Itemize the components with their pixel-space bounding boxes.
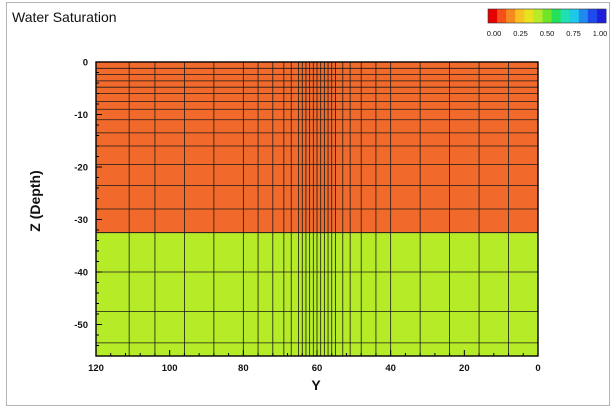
x-axis-label: Y (311, 377, 321, 393)
colorbar-label-4: 1.00 (593, 29, 608, 38)
x-tick-label-2: 80 (238, 363, 249, 374)
colorbar-label-3: 0.75 (566, 29, 581, 38)
y-axis-label: Z (Depth) (27, 170, 43, 231)
colorbar-swatch-8 (560, 9, 571, 23)
colorbar-label-1: 0.25 (513, 29, 528, 38)
colorbar-swatch-12 (596, 9, 607, 23)
colorbar-swatch-3 (515, 9, 525, 23)
colorbar-label-2: 0.50 (540, 29, 555, 38)
colorbar-label-0: 0.00 (487, 29, 502, 38)
colorbar-swatch-6 (542, 9, 552, 23)
chart-title: Water Saturation (12, 9, 117, 25)
colorbar-border (487, 8, 607, 24)
colorbar-swatch-0 (488, 9, 498, 23)
x-tick-label-5: 20 (459, 363, 470, 374)
x-tick-label-4: 40 (385, 363, 396, 374)
y-tick-label-5: -50 (74, 320, 88, 331)
colorbar-legend: 0.00 0.25 0.50 0.75 1.00 (487, 8, 608, 38)
colorbar-swatch-2 (506, 9, 516, 23)
y-tick-label-3: -30 (74, 215, 88, 226)
y-tick-label-4: -40 (74, 268, 88, 279)
x-tick-label-6: 0 (535, 363, 540, 374)
x-tick-label-0: 120 (88, 363, 104, 374)
colorbar-swatch-10 (578, 9, 589, 23)
colorbar-swatch-1 (497, 9, 507, 23)
colorbar-swatch-7 (551, 9, 562, 23)
y-tick-label-2: -20 (74, 163, 88, 174)
plot-area: 0 -10 -20 -30 -40 -50 120 100 80 60 40 20 0 (74, 58, 540, 375)
colorbar-swatch-11 (587, 9, 598, 23)
x-tick-label-1: 100 (162, 363, 178, 374)
y-tick-label-0: 0 (83, 58, 88, 69)
y-tick-label-1: -10 (74, 110, 88, 121)
colorbar-swatch-9 (569, 9, 580, 23)
colorbar-swatch-4 (524, 9, 534, 23)
x-tick-label-3: 60 (312, 363, 323, 374)
colorbar-swatch-5 (533, 9, 543, 23)
